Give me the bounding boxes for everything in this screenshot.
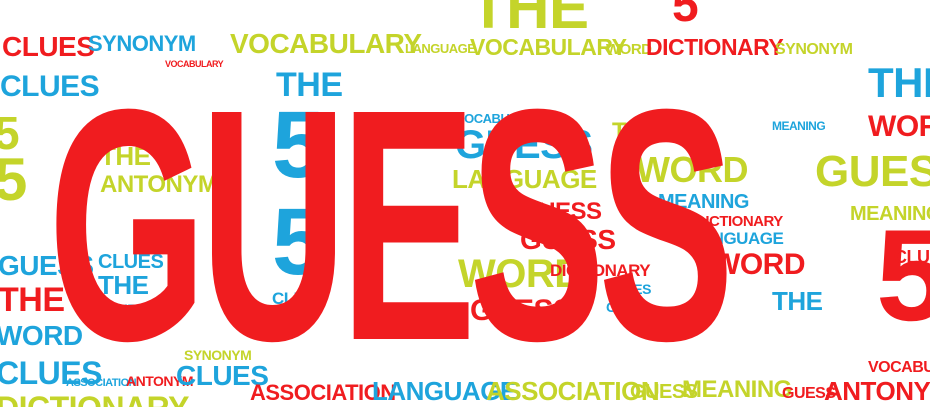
word-antonym-bottom-2: ANTONYM (824, 376, 930, 406)
word-meaning-right-2: MEANING (850, 203, 930, 225)
word-word-right: WORD (868, 110, 930, 143)
word-clues-bottom: CLUES (176, 360, 269, 391)
word-word-left: WORD (0, 320, 83, 351)
word-word: WORD (606, 41, 652, 58)
word-clues-g-2: CLUES (100, 301, 145, 317)
word-guess-small: GUESS (520, 198, 602, 225)
word-association-bottom: ASSOCIATION (250, 380, 396, 405)
word-the-left: THE (0, 281, 65, 319)
word-the-right: THE (868, 59, 930, 106)
word-antonym-bottom: ANTONYM (126, 373, 194, 389)
word-language: LANGUAGE (405, 41, 476, 56)
word-dictionary-s2: DICTIONARY (695, 213, 783, 230)
word-guess-bottom: GUESS (630, 381, 698, 403)
word-vocabulary-2: VOCABULARY (470, 34, 627, 60)
word-5-u: 5 (272, 92, 325, 198)
word-guess-left: GUESS (0, 250, 94, 281)
word-clues-u: CLUES (272, 289, 328, 308)
word-guess-s-3: GUESS (470, 294, 573, 327)
word-clues: CLUES (2, 31, 95, 62)
word-guess-s: GUESS (455, 123, 593, 167)
word-the-s2: THE (612, 118, 659, 145)
word-synonym-bottom: SYNONYM (184, 347, 252, 363)
word-association-bottom-2: ASSOCIATION (486, 376, 660, 406)
word-language-s: LANGUAGE (452, 164, 597, 194)
word-synonym: SYNONYM (88, 31, 196, 56)
word-meaning-small: MEANING (100, 117, 163, 133)
word-dictionary-s: DICTIONARY (550, 261, 651, 280)
word-clues-left: CLUES (0, 70, 100, 103)
word-word-s2: WORD (636, 149, 748, 190)
word-antonym: ANTONYM (100, 171, 218, 198)
word-clues-right: CLUES (894, 247, 930, 267)
word-clues-g: CLUES (98, 251, 164, 273)
word-5-u-2: 5 (272, 189, 325, 295)
word-clues-s-2: CLUES (606, 299, 651, 315)
word-language-s2: LANGUAGE (690, 229, 784, 248)
word-guess-bottom-2: GUESS (782, 385, 836, 402)
word-vocabulary: VOCABULARY (230, 28, 422, 59)
word-5-right: 5 (876, 202, 930, 348)
word-vocabulary-s: VOCABULARY (456, 111, 543, 126)
word-word-s: WORD (458, 252, 583, 296)
word-synonym-2: SYNONYM (775, 41, 853, 58)
word-language-bottom: LANGUAGE (372, 376, 517, 406)
word-association-small: ASSOCIATION (66, 377, 137, 389)
word-guess-small-2: GUESS (520, 224, 616, 255)
word-dictionary: DICTIONARY (646, 34, 784, 60)
word-word-s2-2: WORD (712, 248, 805, 281)
word-vocabulary-small: VOCABULARY (165, 59, 224, 69)
word-the-top: THE (470, 0, 589, 41)
word-5-left: 5 (0, 107, 20, 159)
word-5-left-2: 5 (0, 146, 27, 213)
word-meaning-s2: MEANING (658, 191, 749, 213)
word-the-s2-2: THE (772, 286, 823, 316)
word-clues-bottom-left: CLUES (0, 355, 102, 391)
word-the-g-2: THE (98, 270, 149, 300)
word-vocabulary-right: VOCABULARY (868, 359, 930, 376)
word-the-u: THE (276, 66, 343, 104)
word-meaning-bottom: MEANING (682, 376, 792, 403)
word-5-top: 5 (672, 0, 699, 32)
word-dictionary-bottom: DICTIONARY (0, 392, 189, 407)
word-meaning-right: MEANING (772, 119, 826, 133)
hero-word-guess: GUESS (48, 40, 735, 407)
word-clues-s: CLUES (606, 281, 651, 297)
word-the-g: THE (100, 141, 151, 171)
word-guess-right: GUESS (815, 147, 930, 196)
